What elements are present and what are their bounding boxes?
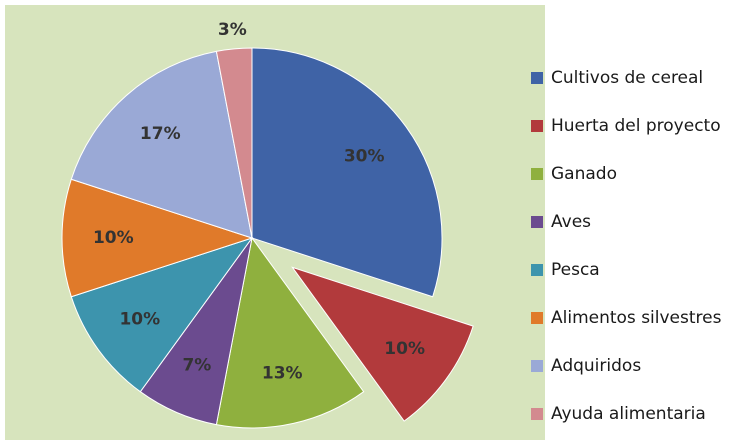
pie-slice (251, 47, 443, 298)
pie-slice (61, 178, 254, 298)
pie-slice (70, 237, 254, 393)
legend-label: Huerta del proyecto (551, 116, 721, 136)
legend-swatch (531, 312, 543, 324)
legend-swatch (531, 72, 543, 84)
legend-swatch (531, 360, 543, 372)
legend-swatch (531, 216, 543, 228)
data-label: 30% (344, 146, 385, 166)
legend-swatch (531, 264, 543, 276)
legend-label: Aves (551, 212, 591, 232)
legend-label: Pesca (551, 260, 600, 280)
legend-swatch (531, 168, 543, 180)
legend-label: Ganado (551, 164, 617, 184)
pie-slice (215, 47, 253, 239)
data-label: 13% (262, 363, 303, 383)
legend-label: Ayuda alimentaria (551, 404, 706, 424)
pie-slice (291, 266, 474, 422)
data-label: 10% (119, 310, 160, 330)
data-label: 3% (218, 20, 247, 40)
data-label: 10% (384, 339, 425, 359)
pie-slice (70, 50, 253, 239)
pie-slice (215, 236, 365, 429)
data-label: 10% (93, 228, 134, 248)
legend-label: Adquiridos (551, 356, 641, 376)
legend-label: Alimentos silvestres (551, 308, 722, 328)
legend-swatch (531, 120, 543, 132)
data-label: 7% (182, 355, 211, 375)
legend-label: Cultivos de cereal (551, 68, 703, 88)
legend-swatch (531, 408, 543, 420)
data-label: 17% (140, 124, 181, 144)
